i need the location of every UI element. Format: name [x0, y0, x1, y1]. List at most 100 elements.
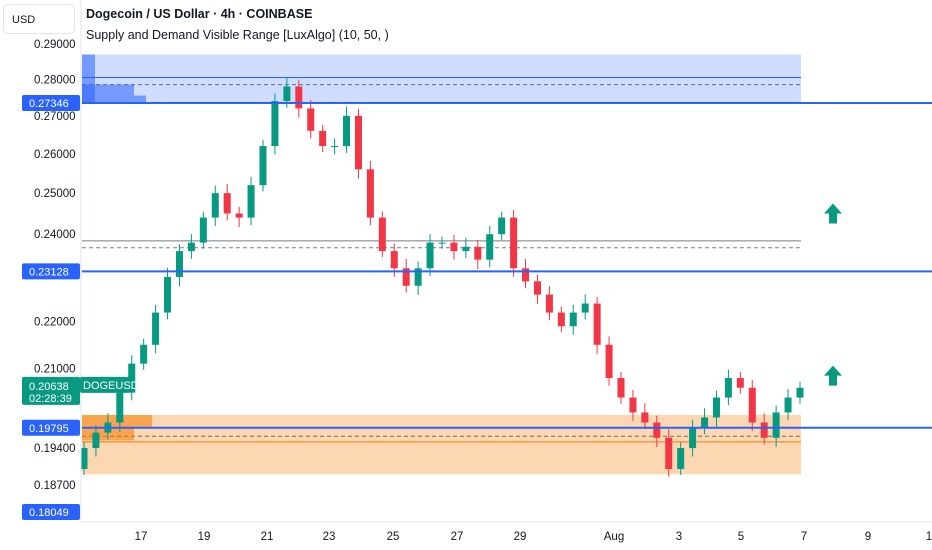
- candle-body: [199, 217, 207, 243]
- time-tick-label: 7: [801, 531, 807, 543]
- price-badge-label: 0.19795: [29, 423, 69, 435]
- candle-body: [569, 312, 577, 327]
- price-badge: [22, 263, 80, 280]
- price-tick-label: 0.28000: [34, 74, 76, 86]
- up-arrow-icon: [824, 203, 842, 224]
- candles-layer: [80, 77, 804, 477]
- zones-layer: [82, 54, 801, 475]
- time-tick-label: 19: [198, 531, 211, 543]
- candle-body: [426, 242, 434, 269]
- candle-body: [331, 146, 339, 148]
- candle-body: [736, 378, 744, 388]
- candle-body: [796, 387, 804, 398]
- last-price-badge: [22, 376, 80, 405]
- time-tick-label: 23: [323, 531, 336, 543]
- price-tick-label: 0.29000: [34, 39, 76, 51]
- price-tick-label: 0.27000: [34, 111, 76, 123]
- time-tick-label: Aug: [604, 531, 624, 543]
- candle-body: [235, 213, 243, 218]
- chart-legend: Dogecoin / US Dollar · 4h · COINBASE Sup…: [86, 6, 389, 43]
- candle-body: [164, 276, 172, 313]
- candle-body: [724, 378, 732, 398]
- candle-body: [319, 130, 327, 147]
- candle-body: [390, 251, 398, 269]
- price-tick-label: 0.22000: [34, 317, 76, 329]
- price-tick-label: 0.18700: [34, 480, 76, 492]
- candle-body: [343, 115, 351, 147]
- candle-body: [211, 193, 219, 218]
- indicator-title[interactable]: Supply and Demand Visible Range [LuxAlgo…: [86, 28, 389, 42]
- time-tick-label: 25: [387, 531, 400, 543]
- price-badge: [22, 504, 80, 520]
- candle-body: [772, 412, 780, 438]
- candle-body: [784, 397, 792, 413]
- candle-body: [545, 294, 553, 313]
- time-tick-label: 1: [926, 531, 932, 543]
- time-tick-label: 3: [676, 531, 682, 543]
- time-tick-label: 27: [451, 531, 464, 543]
- price-badge: [22, 419, 80, 436]
- candle-body: [223, 193, 231, 214]
- price-badge-label: 0.23128: [29, 266, 69, 278]
- candle-body: [533, 281, 541, 295]
- candle-body: [474, 246, 482, 260]
- candle-body: [128, 363, 136, 393]
- candle-body: [665, 437, 673, 470]
- price-axis[interactable]: 0.29000 0.28000 0.27000 0.26000 0.25000 0.240…: [22, 0, 139, 522]
- candle-body: [140, 344, 148, 364]
- currency-selector[interactable]: USD: [3, 4, 75, 34]
- symbol-badge-label: DOGEUSD: [83, 380, 139, 392]
- candle-body: [701, 417, 709, 428]
- candle-body: [295, 86, 303, 109]
- candle-body: [438, 242, 446, 244]
- time-tick-label: 17: [135, 531, 148, 543]
- candle-body: [617, 378, 625, 398]
- price-badge-label: 0.18049: [29, 507, 69, 519]
- candle-body: [522, 268, 530, 282]
- time-axis[interactable]: 17 19 21 23 25 27 29 Aug 3 5 7 9 1: [81, 521, 932, 543]
- candle-body: [557, 312, 565, 327]
- candle-body: [414, 268, 422, 286]
- candle-body: [187, 242, 195, 252]
- candle-body: [498, 217, 506, 235]
- countdown-label: 02:28:39: [29, 393, 72, 405]
- candle-body: [712, 397, 720, 418]
- candle-body: [271, 101, 279, 147]
- candle-body: [760, 422, 768, 438]
- candle-body: [247, 185, 255, 218]
- levels-layer: [82, 102, 932, 429]
- candle-body: [283, 86, 291, 102]
- time-tick-label: 5: [738, 531, 744, 543]
- candle-body: [80, 448, 88, 470]
- candle-body: [116, 392, 124, 423]
- time-tick-label: 9: [865, 531, 871, 543]
- candle-body: [629, 397, 637, 413]
- symbol-title[interactable]: Dogecoin / US Dollar · 4h · COINBASE: [86, 7, 313, 21]
- candle-body: [259, 146, 267, 186]
- price-tick-label: 0.24000: [34, 229, 76, 241]
- candle-body: [748, 387, 756, 423]
- supply-volume-bar: [82, 84, 134, 96]
- price-tick-label: 0.26000: [34, 149, 76, 161]
- candle-body: [152, 312, 160, 345]
- price-badge: [22, 95, 80, 112]
- price-badge-label: 0.27346: [29, 98, 69, 110]
- candle-body: [450, 242, 458, 252]
- candle-body: [593, 303, 601, 345]
- supply-volume-bar: [82, 95, 146, 103]
- candle-body: [653, 422, 661, 438]
- price-tick-label: 0.21000: [34, 363, 76, 375]
- candle-body: [175, 251, 183, 277]
- candle-body: [677, 448, 685, 470]
- candle-body: [462, 246, 470, 252]
- candle-body: [510, 217, 518, 269]
- candle-body: [307, 108, 315, 131]
- time-tick-label: 21: [261, 531, 274, 543]
- candle-body: [354, 115, 362, 170]
- time-tick-label: 29: [514, 531, 527, 543]
- up-arrow-icon: [824, 365, 842, 386]
- price-tick-label: 0.25000: [34, 188, 76, 200]
- candle-body: [689, 427, 697, 449]
- candle-body: [581, 303, 589, 313]
